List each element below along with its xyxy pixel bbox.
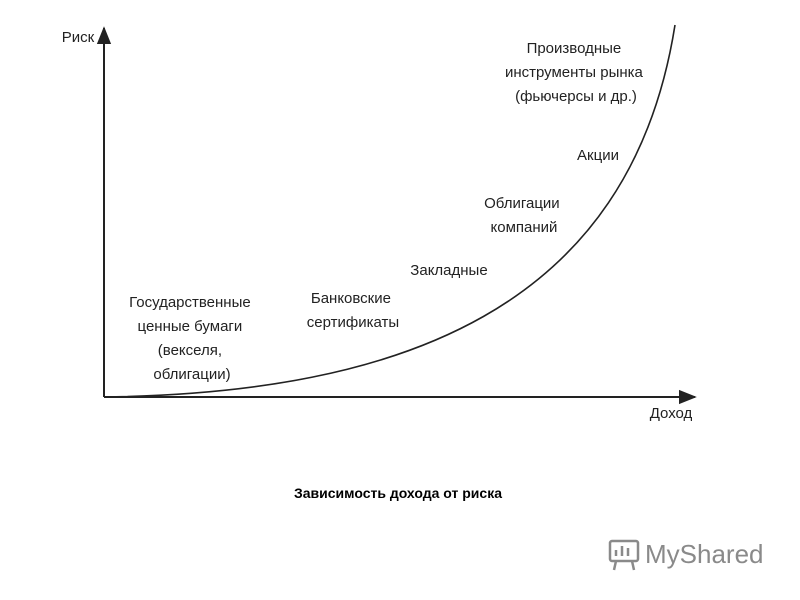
label-line: компаний [491, 219, 558, 236]
label-line: инструменты рынка [505, 64, 644, 81]
label-stocks: Акции [577, 147, 619, 164]
label-derivatives: Производные инструменты рынка (фьючерсы … [505, 40, 647, 105]
label-line: Закладные [410, 262, 487, 279]
label-line: Акции [577, 147, 619, 164]
risk-return-curve [103, 24, 676, 398]
caption: Зависимость дохода от риска [294, 485, 502, 501]
label-line: Банковские [311, 290, 391, 307]
x-axis-label: Доход [650, 405, 693, 422]
label-line: Облигации [484, 195, 560, 212]
label-line: сертификаты [307, 314, 399, 331]
watermark-icon [608, 539, 640, 571]
label-line: ценные бумаги [138, 318, 243, 335]
label-government: Государственные ценные бумаги (векселя, … [129, 294, 255, 383]
label-corporate-bonds: Облигации компаний [484, 195, 564, 236]
label-line: (фьючерсы и др.) [515, 88, 637, 105]
watermark: MyShared [645, 539, 764, 569]
label-line: (векселя, [158, 342, 222, 359]
label-line: Производные [527, 40, 622, 57]
label-line: облигации) [153, 366, 230, 383]
label-mortgage: Закладные [410, 262, 487, 279]
label-line: Государственные [129, 294, 251, 311]
y-axis-label: Риск [62, 29, 95, 46]
label-bank: Банковские сертификаты [307, 290, 399, 331]
